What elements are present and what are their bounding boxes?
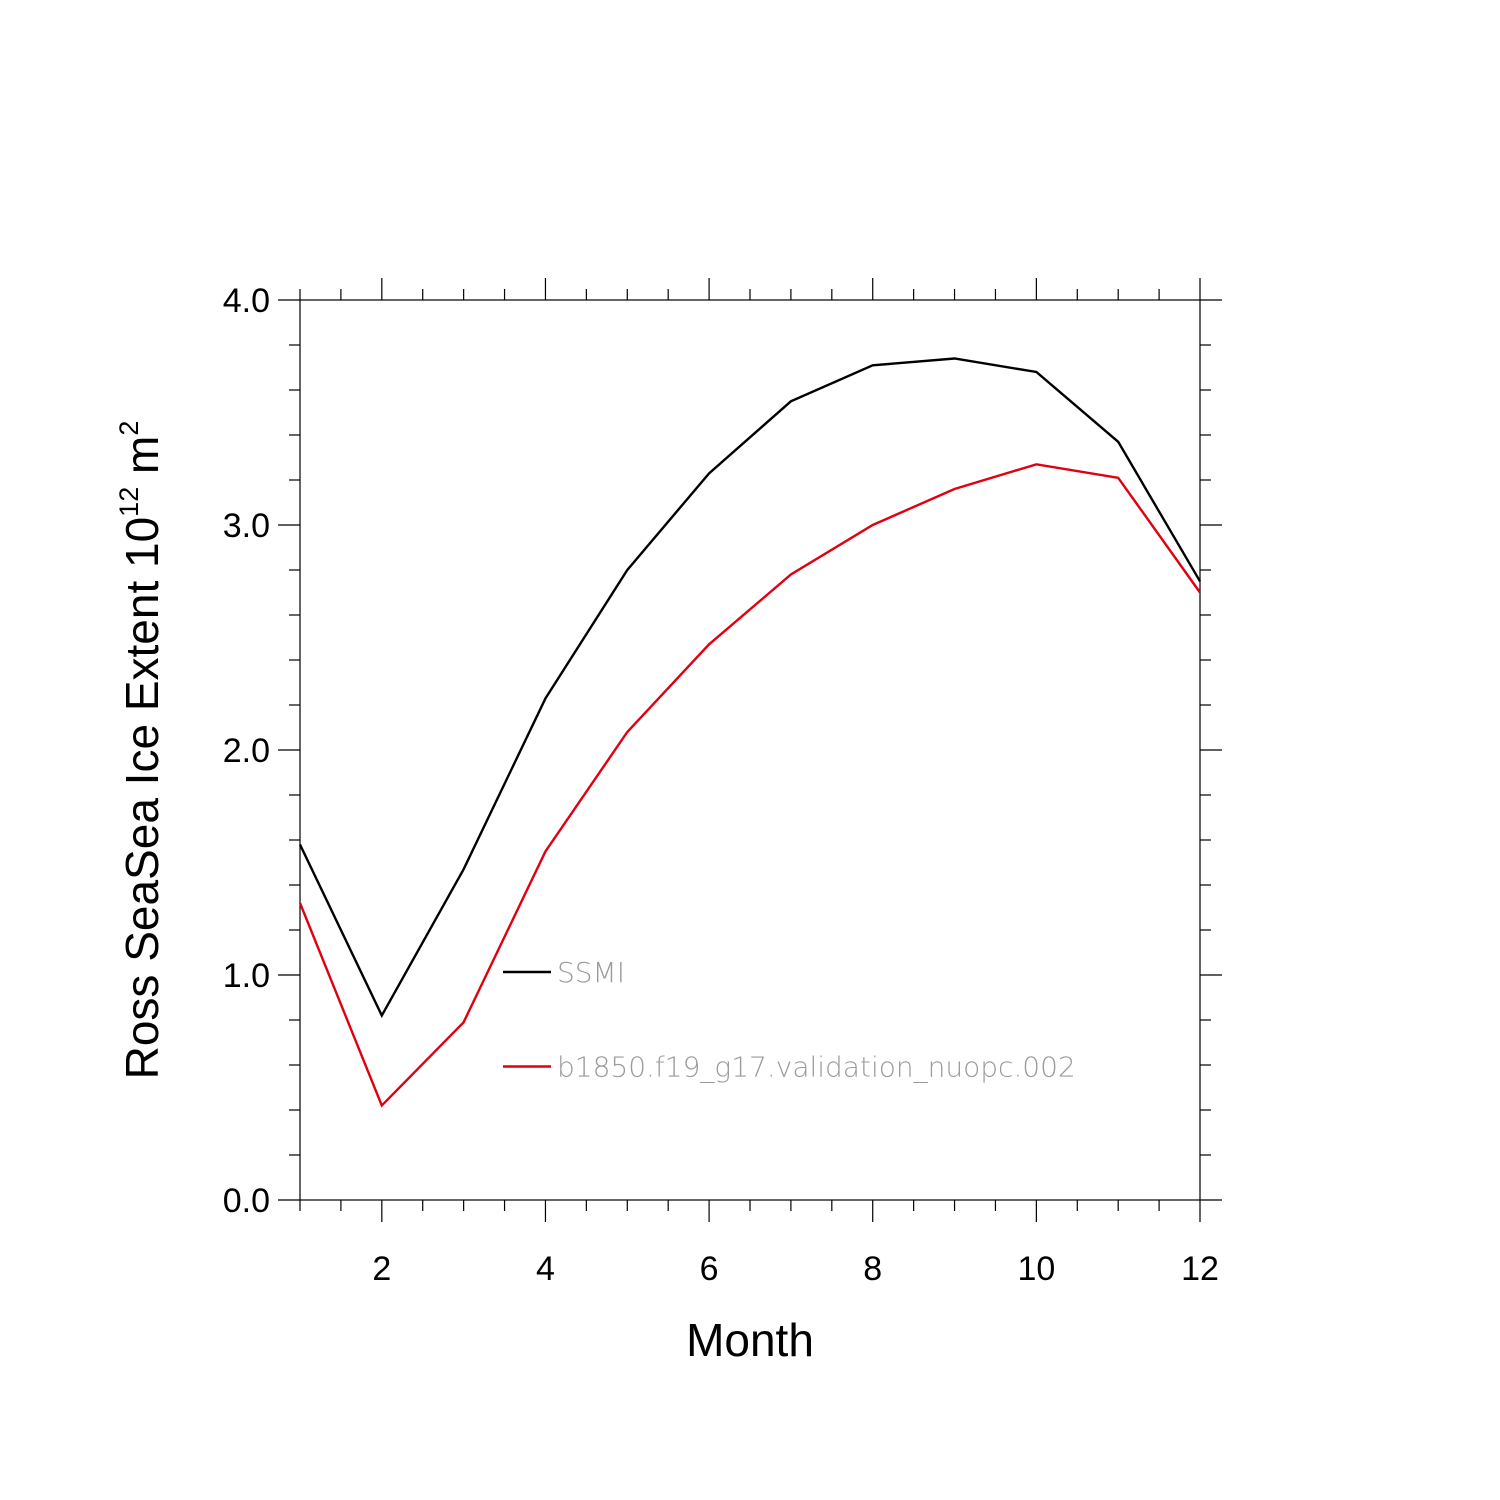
axis-ticks [278, 278, 1222, 1222]
x-tick-label: 8 [863, 1250, 882, 1288]
x-tick-label: 2 [372, 1250, 391, 1288]
legend-label-1: SSMI [557, 956, 625, 989]
y-tick-label: 1.0 [223, 957, 270, 995]
y-tick-label: 3.0 [223, 507, 270, 545]
x-axis-title: Month [686, 1314, 814, 1366]
y-tick-label: 2.0 [223, 732, 270, 770]
series-line-2 [298, 463, 1201, 1108]
x-tick-label: 10 [1017, 1250, 1055, 1288]
y-axis-title-main: Ross SeaSea Ice Extent 10 [116, 517, 168, 1080]
x-tick-label: 12 [1181, 1250, 1219, 1288]
y-tick-labels: 0.0 1.0 2.0 3.0 4.0 [223, 282, 270, 1220]
y-tick-label: 0.0 [223, 1182, 270, 1220]
y-axis-title: Ross SeaSea Ice Extent 1012 m2 [114, 421, 168, 1080]
x-tick-label: 6 [700, 1250, 719, 1288]
series-line-1 [298, 357, 1202, 1019]
x-tick-labels: 2 4 6 8 10 12 [372, 1250, 1219, 1288]
legend-label-2: b1850.f19_g17.validation_nuopc.002 [557, 1051, 1076, 1085]
y-tick-label: 4.0 [223, 282, 270, 320]
legend: SSMI b1850.f19_g17.validation_nuopc.002 [503, 956, 1076, 1085]
x-tick-label: 4 [536, 1250, 555, 1288]
series-lines [298, 357, 1202, 1108]
y-axis-title-unit-exponent: 2 [114, 421, 144, 436]
y-axis-title-unit: m [116, 436, 168, 487]
y-axis-title-exponent: 12 [114, 487, 144, 517]
